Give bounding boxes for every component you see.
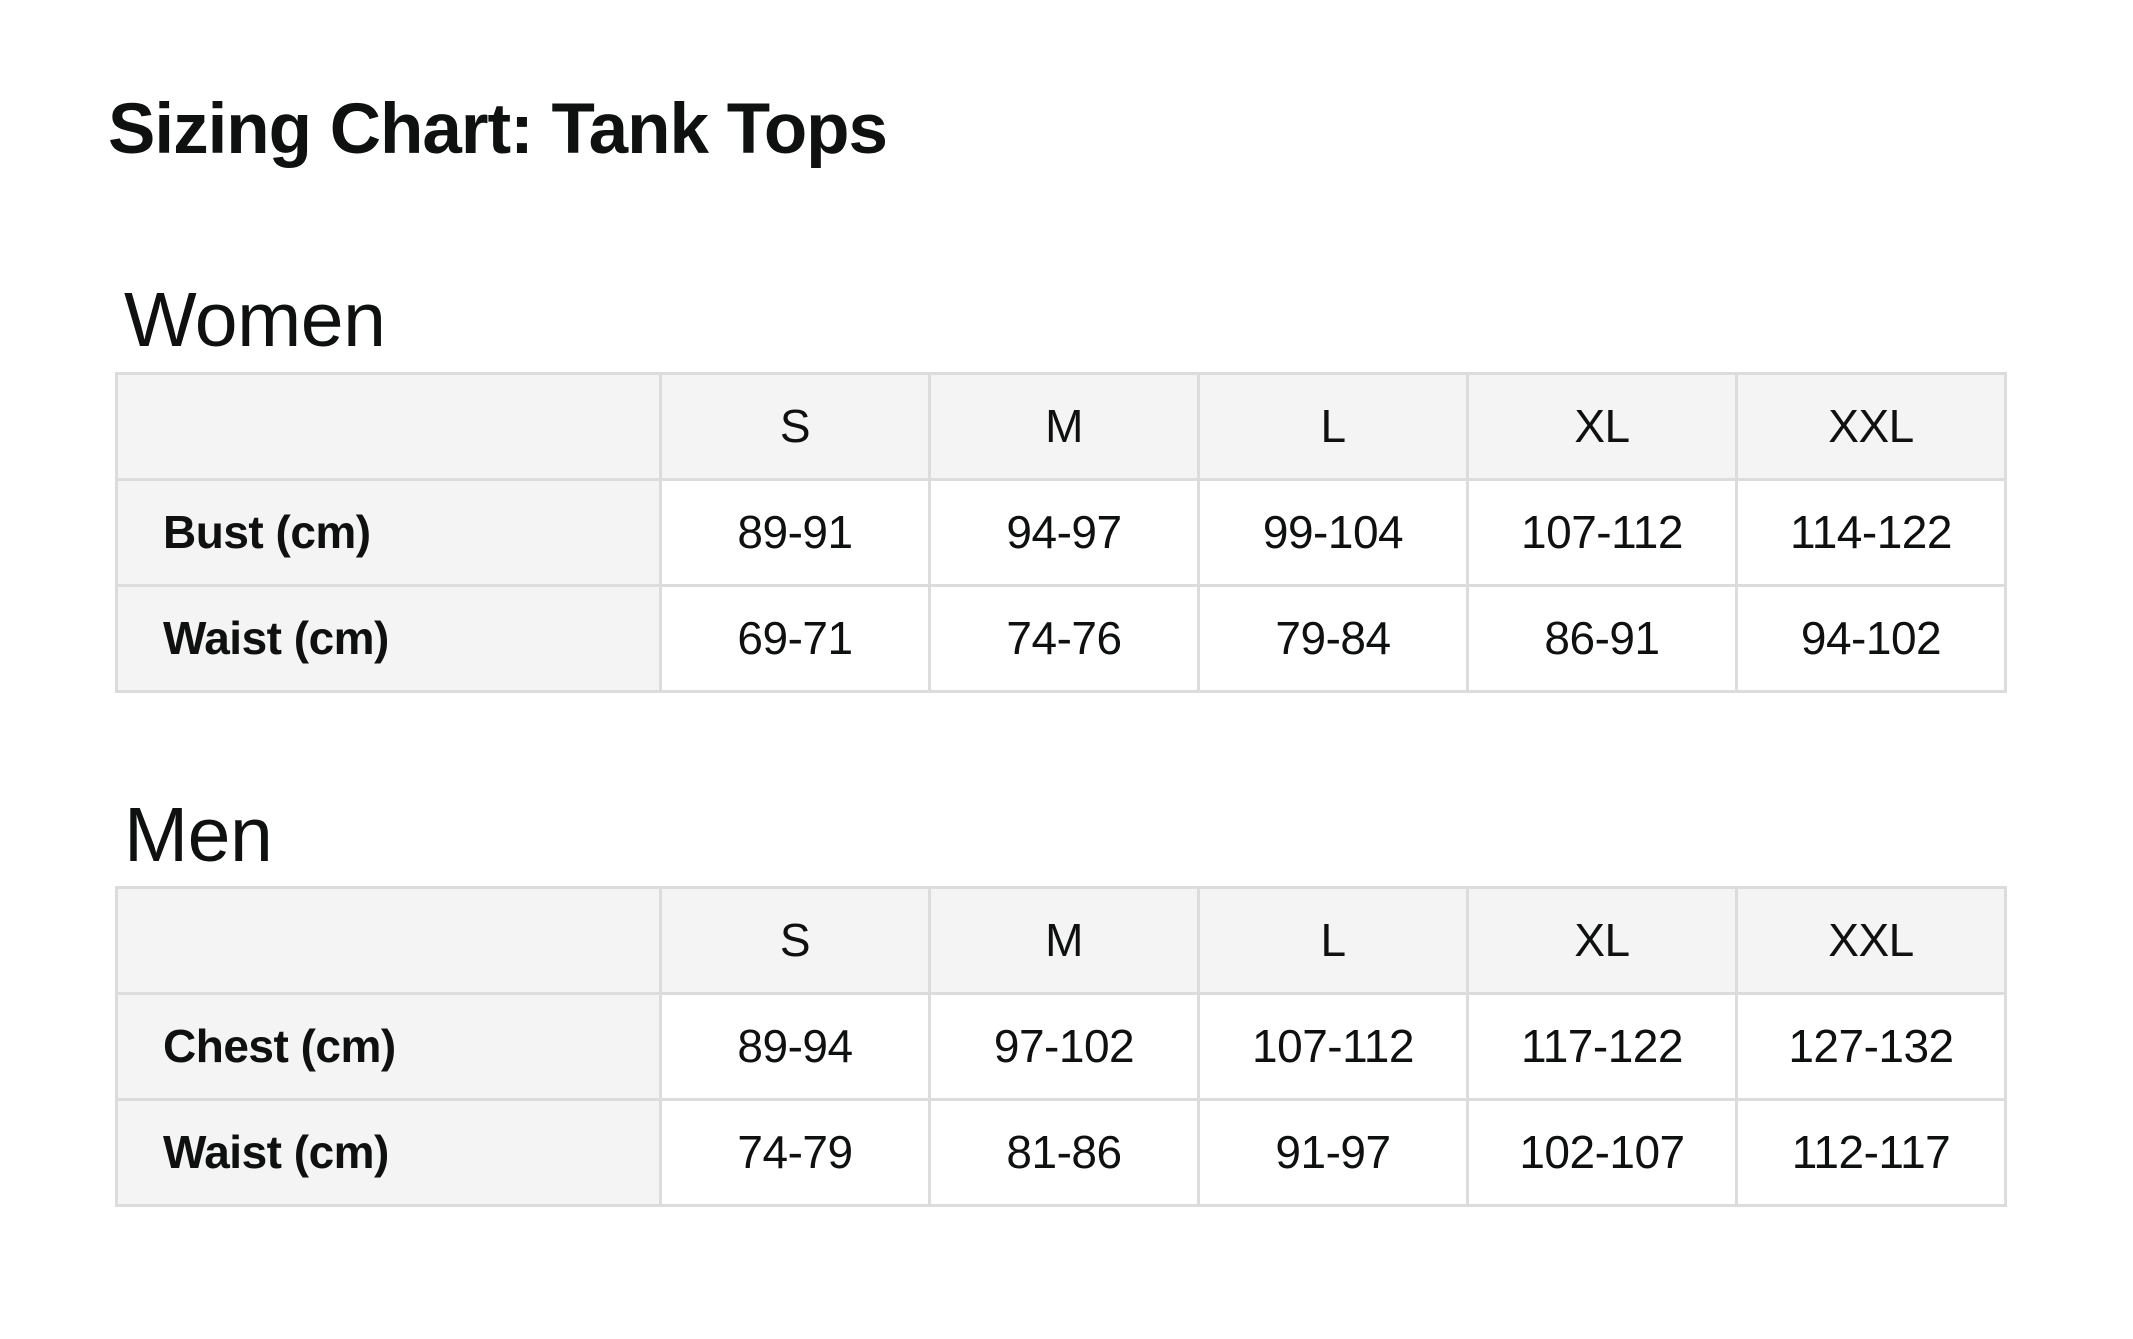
men-size-table: S M L XL XXL Chest (cm) 89-94 97-102 107… xyxy=(115,885,2007,1207)
measurement-value: 91-97 xyxy=(1197,1097,1469,1207)
measurement-value: 114-122 xyxy=(1735,477,2007,587)
measurement-value: 102-107 xyxy=(1466,1097,1738,1207)
measurement-value: 89-94 xyxy=(659,991,931,1101)
measurement-label: Chest (cm) xyxy=(115,991,662,1101)
size-column-header: XXL xyxy=(1735,371,2007,481)
men-section: Men S M L XL XXL Chest (cm) 89-94 xyxy=(108,789,2133,1207)
size-column-header: S xyxy=(659,371,931,481)
measurement-value: 69-71 xyxy=(659,583,931,693)
measurement-value: 94-102 xyxy=(1735,583,2007,693)
table-row: Waist (cm) 69-71 74-76 79-84 86-91 94-10… xyxy=(115,583,2007,693)
measurement-label: Bust (cm) xyxy=(115,477,662,587)
measurement-value: 89-91 xyxy=(659,477,931,587)
size-corner-cell xyxy=(115,885,662,995)
measurement-value: 86-91 xyxy=(1466,583,1738,693)
measurement-value: 81-86 xyxy=(928,1097,1200,1207)
women-section: Women S M L XL XXL Bust (cm) 89-91 xyxy=(108,274,2133,693)
table-row: Bust (cm) 89-91 94-97 99-104 107-112 114… xyxy=(115,477,2007,587)
section-heading-women: Women xyxy=(124,277,386,364)
measurement-value: 117-122 xyxy=(1466,991,1738,1101)
size-corner-cell xyxy=(115,371,662,481)
measurement-value: 107-112 xyxy=(1197,991,1469,1101)
size-column-header: XXL xyxy=(1735,885,2007,995)
measurement-label: Waist (cm) xyxy=(115,583,662,693)
size-column-header: S xyxy=(659,885,931,995)
size-header-row: S M L XL XXL xyxy=(115,371,2007,481)
measurement-value: 79-84 xyxy=(1197,583,1469,693)
measurement-value: 94-97 xyxy=(928,477,1200,587)
size-column-header: L xyxy=(1197,885,1469,995)
measurement-value: 107-112 xyxy=(1466,477,1738,587)
size-header-row: S M L XL XXL xyxy=(115,885,2007,995)
measurement-label: Waist (cm) xyxy=(115,1097,662,1207)
women-size-table: S M L XL XXL Bust (cm) 89-91 94-97 99-10… xyxy=(115,371,2007,693)
size-column-header: XL xyxy=(1466,885,1738,995)
size-column-header: XL xyxy=(1466,371,1738,481)
section-heading-men: Men xyxy=(124,791,273,878)
measurement-value: 99-104 xyxy=(1197,477,1469,587)
size-column-header: M xyxy=(928,371,1200,481)
measurement-value: 127-132 xyxy=(1735,991,2007,1101)
measurement-value: 112-117 xyxy=(1735,1097,2007,1207)
table-row: Waist (cm) 74-79 81-86 91-97 102-107 112… xyxy=(115,1097,2007,1207)
size-column-header: M xyxy=(928,885,1200,995)
measurement-value: 97-102 xyxy=(928,991,1200,1101)
page-title: Sizing Chart: Tank Tops xyxy=(108,90,888,169)
measurement-value: 74-79 xyxy=(659,1097,931,1207)
table-row: Chest (cm) 89-94 97-102 107-112 117-122 … xyxy=(115,991,2007,1101)
sizing-chart-page: Sizing Chart: Tank Tops Women S M L XL X… xyxy=(108,90,2133,1207)
measurement-value: 74-76 xyxy=(928,583,1200,693)
size-column-header: L xyxy=(1197,371,1469,481)
